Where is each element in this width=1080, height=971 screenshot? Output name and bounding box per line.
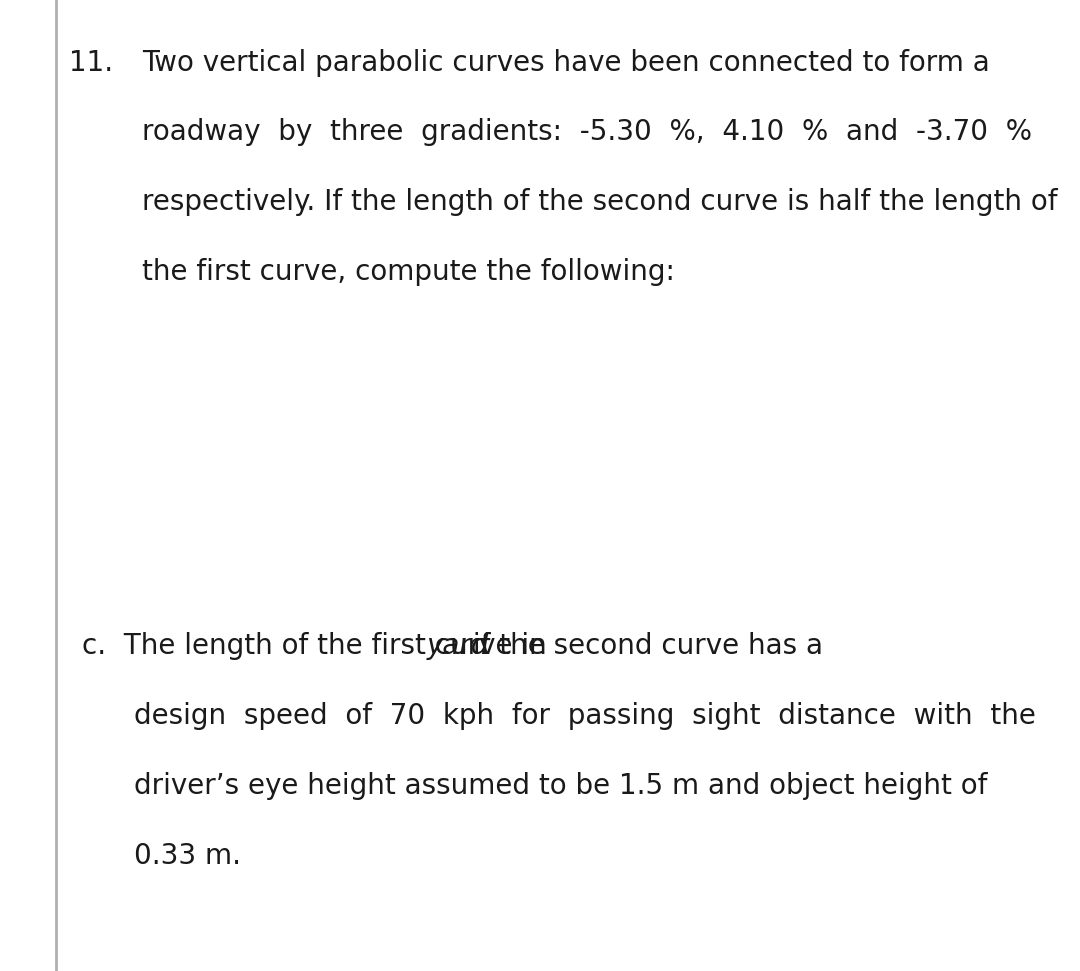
- Text: Two vertical parabolic curves have been connected to form a: Two vertical parabolic curves have been …: [143, 49, 990, 77]
- Text: roadway  by  three  gradients:  -5.30  %,  4.10  %  and  -3.70  %: roadway by three gradients: -5.30 %, 4.1…: [143, 118, 1032, 147]
- Text: c.  The length of the first curve in: c. The length of the first curve in: [82, 632, 555, 660]
- Text: the first curve, compute the following:: the first curve, compute the following:: [143, 258, 675, 286]
- Text: 0.33 m.: 0.33 m.: [134, 842, 241, 870]
- Text: design  speed  of  70  kph  for  passing  sight  distance  with  the: design speed of 70 kph for passing sight…: [134, 702, 1036, 730]
- Text: respectively. If the length of the second curve is half the length of: respectively. If the length of the secon…: [143, 188, 1058, 217]
- Text: yard: yard: [427, 632, 489, 660]
- Text: if the second curve has a: if the second curve has a: [464, 632, 823, 660]
- Text: driver’s eye height assumed to be 1.5 m and object height of: driver’s eye height assumed to be 1.5 m …: [134, 772, 987, 800]
- Text: 11.: 11.: [69, 49, 113, 77]
